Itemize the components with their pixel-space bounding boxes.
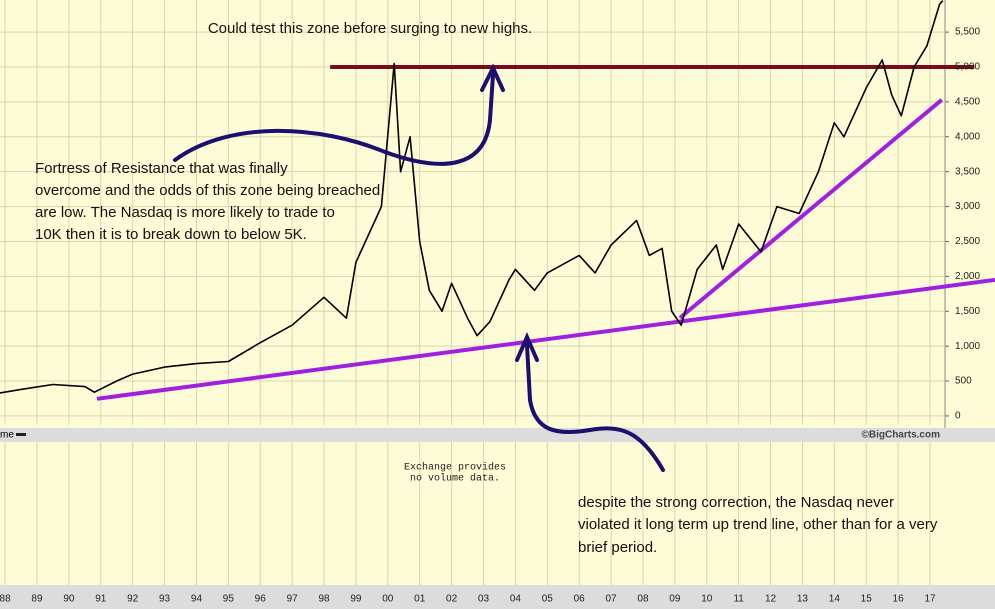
annotation: violated it long term up trend line, oth… (578, 516, 938, 533)
credit: ©BigCharts.com (862, 430, 941, 441)
x-tick-label: 02 (446, 594, 458, 605)
x-tick-label: 16 (893, 594, 905, 605)
x-tick-label: 89 (31, 594, 43, 605)
volume-label: me (0, 430, 14, 441)
x-tick-label: 15 (861, 594, 873, 605)
y-tick-label: 4,000 (955, 131, 980, 142)
x-tick-label: 88 (0, 594, 11, 605)
arrows (173, 63, 665, 472)
x-tick-label: 03 (478, 594, 490, 605)
x-tick-label: 09 (669, 594, 681, 605)
y-tick-label: 3,500 (955, 166, 980, 177)
x-tick-label: 12 (765, 594, 777, 605)
x-tick-label: 11 (733, 594, 744, 605)
annotation: overcome and the odds of this zone being… (35, 182, 380, 199)
y-tick-label: 5,000 (955, 62, 980, 73)
arrow-head (480, 63, 505, 92)
x-tick-label: 00 (382, 594, 394, 605)
x-tick-label: 14 (829, 594, 841, 605)
annotation-title: Could test this zone before surging to n… (208, 20, 532, 37)
x-tick-label: 08 (637, 594, 649, 605)
annotation: brief period. (578, 539, 657, 556)
y-tick-label: 2,500 (955, 236, 980, 247)
annotation: Fortress of Resistance that was finally (35, 160, 288, 177)
volume-note: Exchange provides (404, 462, 506, 474)
volume-note: no volume data. (410, 473, 500, 485)
annotation-line (678, 98, 944, 320)
x-axis-strip (0, 585, 995, 609)
x-tick-label: 07 (606, 594, 618, 605)
x-tick-label: 17 (924, 594, 936, 605)
x-tick-label: 99 (350, 594, 362, 605)
x-tick-label: 06 (574, 594, 586, 605)
arrow-head (515, 331, 539, 362)
x-tick-label: 13 (797, 594, 809, 605)
y-tick-label: 1,000 (955, 341, 980, 352)
y-axis-strip (945, 0, 995, 428)
y-tick-label: 5,500 (955, 27, 980, 38)
annotation-line (96, 277, 995, 401)
y-tick-label: 0 (955, 411, 961, 422)
x-tick-label: 92 (127, 594, 139, 605)
x-tick-label: 90 (63, 594, 75, 605)
arrow (173, 73, 495, 166)
y-tick-label: 2,000 (955, 271, 980, 282)
y-tick-label: 3,000 (955, 201, 980, 212)
price-line (0, 0, 944, 394)
x-tick-label: 97 (287, 594, 299, 605)
separator-bar (0, 428, 995, 442)
x-tick-label: 95 (223, 594, 235, 605)
x-tick-label: 93 (159, 594, 171, 605)
x-tick-label: 98 (318, 594, 330, 605)
y-tick-label: 4,500 (955, 97, 980, 108)
volume-icon (16, 433, 26, 436)
x-tick-label: 91 (95, 594, 107, 605)
x-tick-label: 94 (191, 594, 203, 605)
x-tick-label: 05 (542, 594, 554, 605)
y-tick-label: 1,500 (955, 306, 980, 317)
x-tick-label: 10 (701, 594, 713, 605)
x-tick-label: 01 (414, 594, 426, 605)
arrow (525, 343, 665, 472)
annotation: despite the strong correction, the Nasda… (578, 494, 894, 511)
x-tick-label: 96 (255, 594, 267, 605)
x-tick-label: 04 (510, 594, 522, 605)
annotation: 10K then it is to break down to below 5K… (35, 226, 307, 243)
y-tick-label: 500 (955, 376, 972, 387)
annotation: are low. The Nasdaq is more likely to tr… (35, 204, 335, 221)
